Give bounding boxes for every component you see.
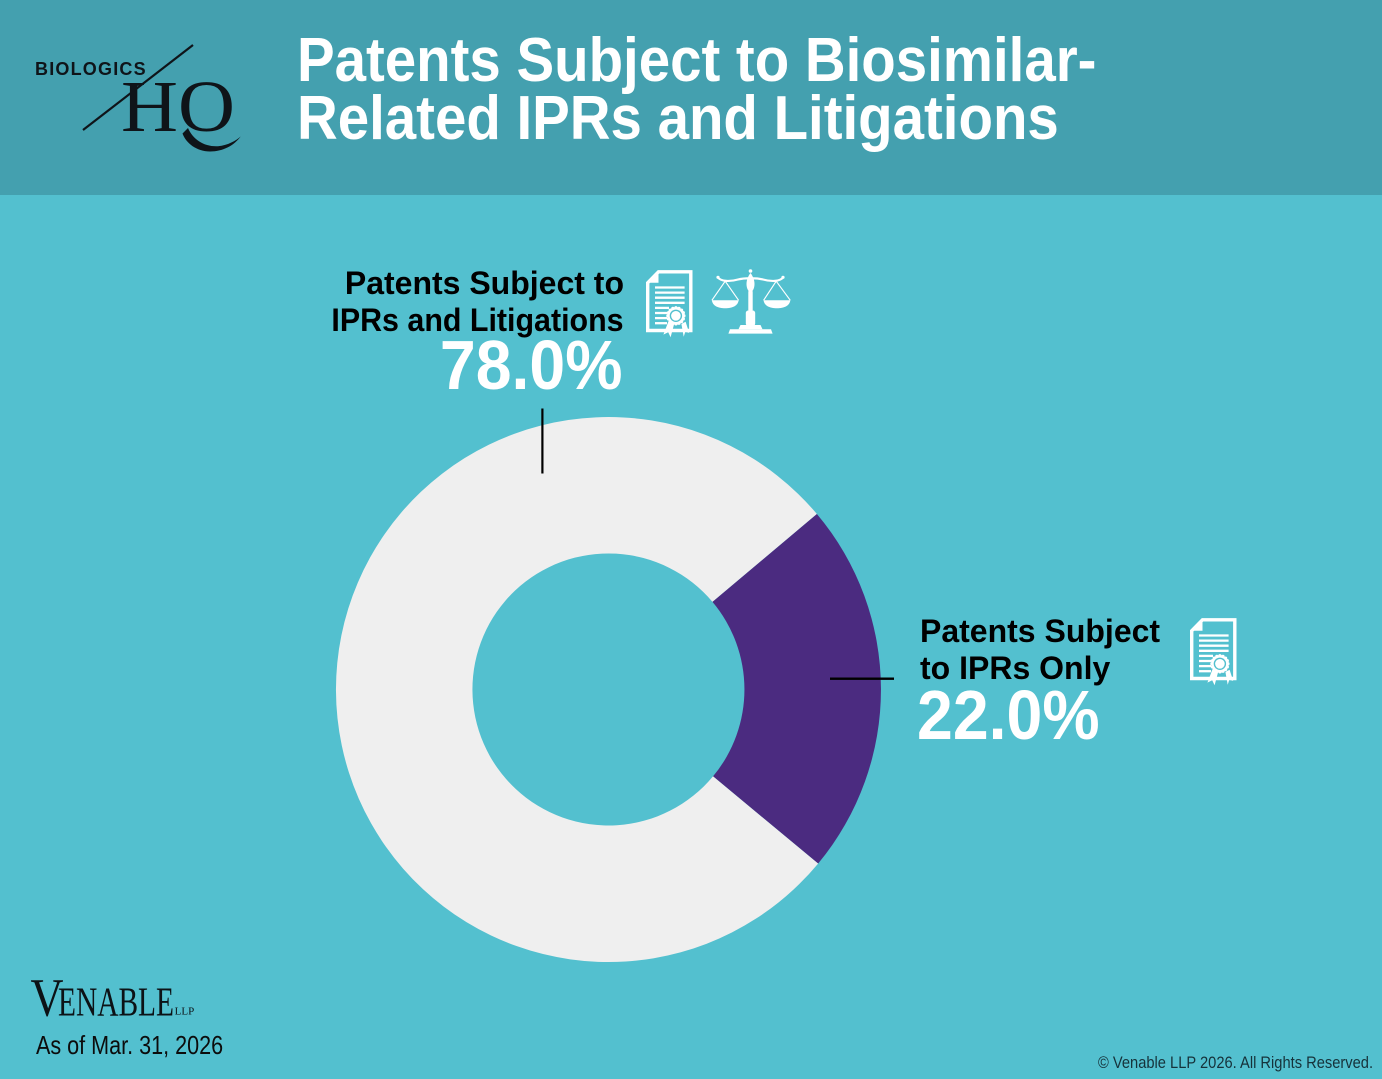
svg-text:LLP: LLP — [175, 1005, 195, 1017]
svg-text:ENABLE: ENABLE — [58, 979, 174, 1025]
svg-text:V: V — [31, 968, 64, 1028]
svg-text:HO: HO — [121, 66, 235, 147]
